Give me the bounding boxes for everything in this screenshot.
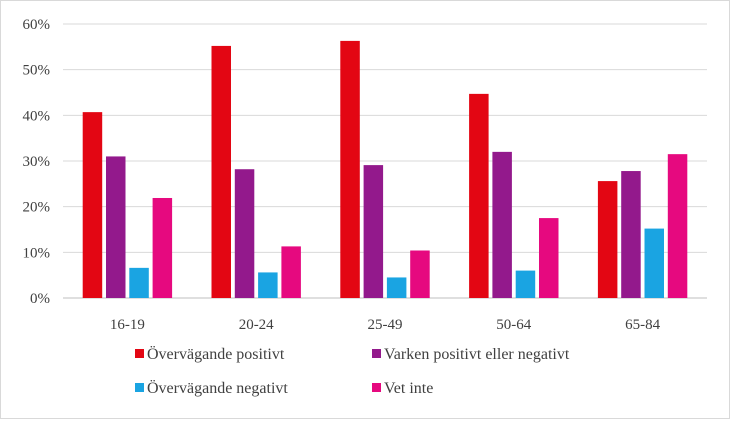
bar xyxy=(469,93,489,299)
bars xyxy=(82,40,688,299)
legend-label: Övervägande positivt xyxy=(147,345,285,363)
bar xyxy=(515,270,536,298)
y-tick-label: 0% xyxy=(30,291,50,307)
y-tick-label: 20% xyxy=(23,200,51,216)
y-tick-label: 40% xyxy=(23,108,51,124)
bar xyxy=(667,154,688,298)
legend-label: Vet inte xyxy=(384,380,433,397)
bar xyxy=(597,181,618,298)
bar xyxy=(258,272,278,298)
bar xyxy=(129,267,149,298)
bar xyxy=(152,197,173,298)
bar xyxy=(82,112,103,299)
bar xyxy=(234,169,255,298)
x-axis: 16-19 20-24 25-49 50-64 65-84 xyxy=(110,317,661,333)
y-tick-label: 10% xyxy=(23,245,51,261)
bar xyxy=(621,171,641,298)
bar xyxy=(281,246,301,298)
y-tick-label: 30% xyxy=(23,154,51,170)
bar xyxy=(492,151,512,298)
bar xyxy=(410,250,430,298)
x-tick-label: 20-24 xyxy=(239,317,274,333)
bar xyxy=(211,45,231,298)
y-axis: 0% 10% 20% 30% 40% 50% 60% xyxy=(23,17,51,307)
bar xyxy=(644,228,664,298)
bar xyxy=(539,218,559,298)
x-tick-label: 16-19 xyxy=(110,317,145,333)
legend-swatch xyxy=(135,349,144,358)
bar xyxy=(363,165,384,298)
legend-label: Varken positivt eller negativt xyxy=(384,346,570,363)
x-tick-label: 50-64 xyxy=(496,317,531,333)
legend-swatch xyxy=(372,383,381,392)
legend-swatch xyxy=(135,383,144,392)
x-tick-label: 25-49 xyxy=(368,317,403,333)
y-tick-label: 60% xyxy=(23,17,51,33)
y-tick-label: 50% xyxy=(23,63,51,79)
legend: Övervägande positivt Varken positivt elle… xyxy=(135,345,570,397)
legend-swatch xyxy=(372,349,381,358)
bar xyxy=(340,40,360,298)
x-tick-label: 65-84 xyxy=(625,317,660,333)
legend-label: Övervägande negativt xyxy=(147,379,288,397)
bar xyxy=(386,277,407,298)
bar xyxy=(106,156,126,298)
